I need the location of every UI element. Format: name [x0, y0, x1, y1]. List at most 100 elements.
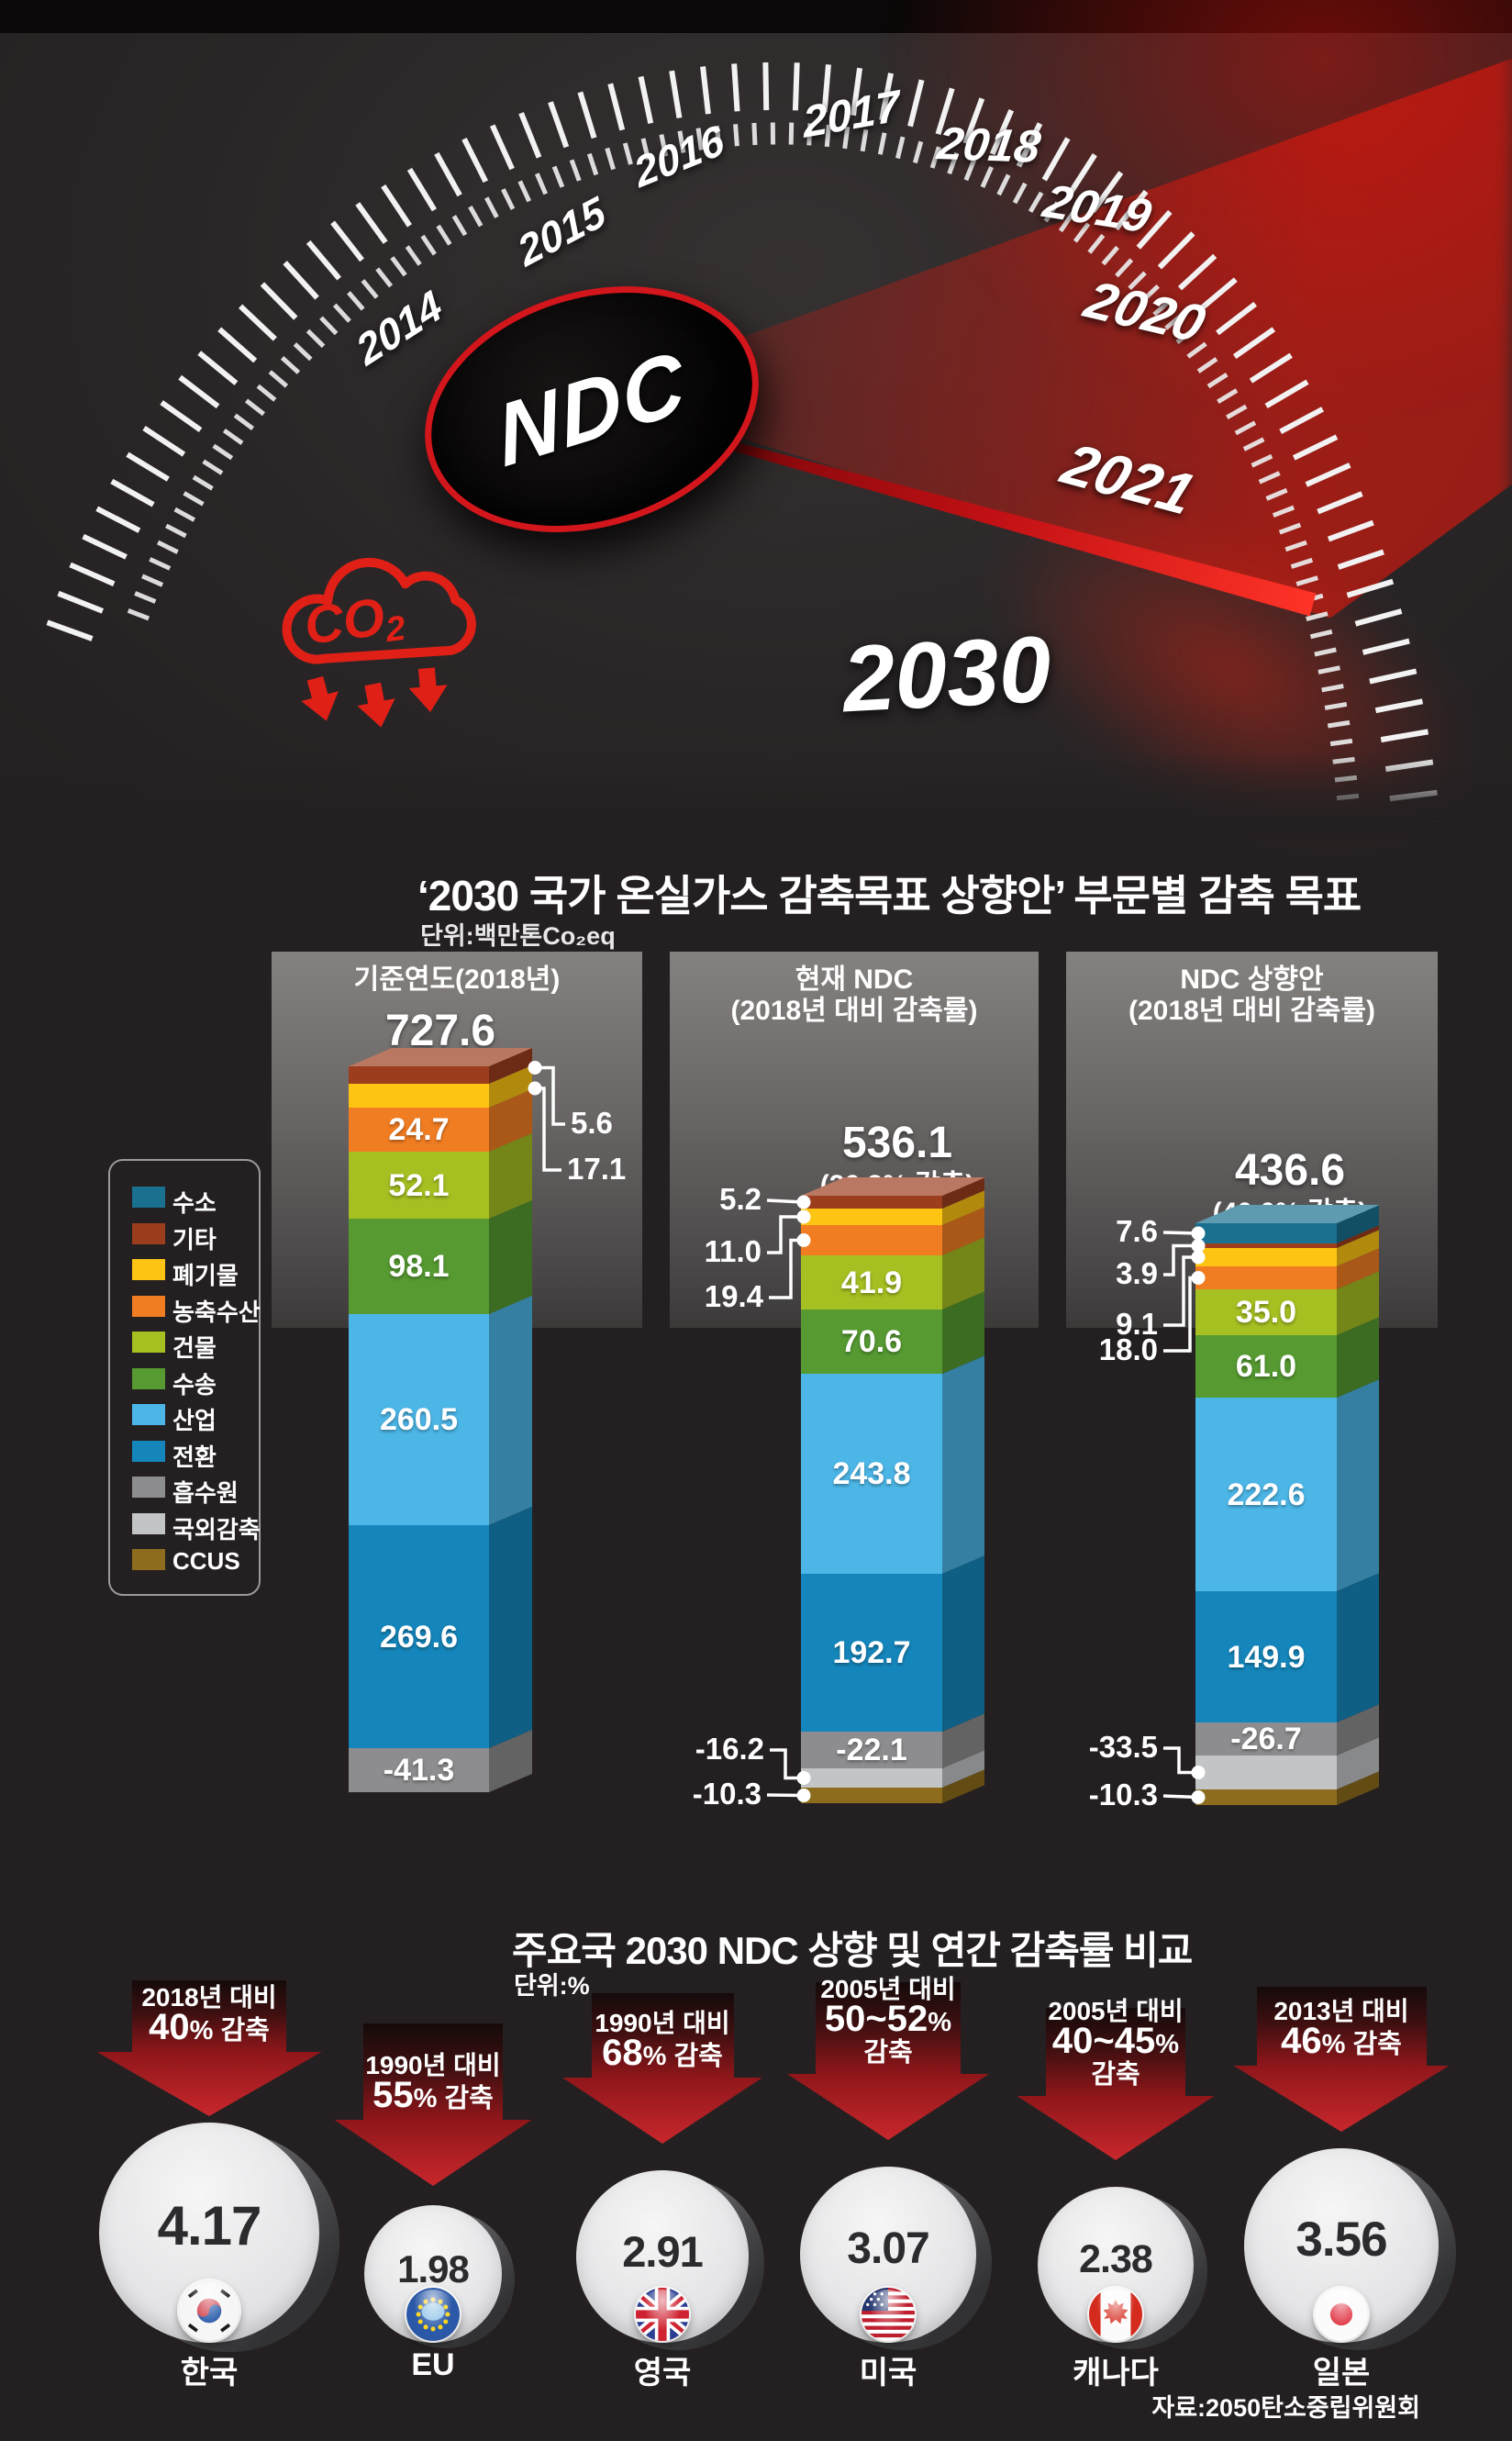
legend-swatch — [132, 1295, 165, 1317]
flag-icon-us — [862, 2288, 915, 2341]
segment-value-label: 41.9 — [840, 1265, 903, 1300]
segment-value-label: 222.6 — [1227, 1477, 1306, 1512]
sector-legend: 수소 기타 폐기물 농축수산 건물 수송 산업 전환 흡수원 국외감축 CCUS — [108, 1159, 261, 1596]
legend-item-수소: 수소 — [110, 1185, 259, 1217]
legend-swatch — [132, 1222, 165, 1244]
reduction-arrow-tip — [562, 2078, 762, 2144]
reduction-arrow-tip — [1233, 2066, 1450, 2132]
bar-segment-건물 — [801, 1255, 942, 1310]
segment-value-label: 260.5 — [379, 1402, 459, 1437]
legend-swatch — [132, 1332, 165, 1353]
bar-segment-기타 — [801, 1196, 942, 1209]
bar-segment-기타 — [349, 1066, 489, 1084]
bar-segment-건물 — [349, 1152, 489, 1219]
bar-segment-CCUS — [801, 1788, 942, 1803]
country-value: 3.07 — [847, 2224, 929, 2274]
country-name-미국: 미국 — [859, 2356, 917, 2391]
country-name-영국: 영국 — [633, 2356, 692, 2391]
gauge-tick-arc — [46, 61, 1441, 833]
speedometer-gauge: 2014 2015 2016 2017 2018 2019 2020 2021 2030 ND… — [0, 0, 1512, 912]
total-baseline: 727.6 — [384, 1007, 496, 1055]
legend-label: 수소 — [172, 1189, 217, 1217]
reduction-arrow-tip — [1017, 2096, 1215, 2160]
bar-segment-국외감축 — [1195, 1756, 1337, 1789]
reduction-arrow-영국: 1990년 대비 68% 감축 — [591, 1993, 734, 2078]
legend-swatch — [132, 1187, 165, 1208]
sector-chart-title: ‘2030 국가 온실가스 감축목표 상향안’ 부문별 감축 목표 — [417, 872, 1362, 920]
legend-label: 국외감축 — [172, 1515, 261, 1544]
bar-segment-흡수원 — [1195, 1722, 1337, 1756]
reduction-arrow-tip — [787, 2074, 989, 2140]
callout-value-label: 9.1 — [1116, 1307, 1158, 1341]
country-name-EU: EU — [411, 2347, 455, 2382]
bar-segment-농축수산 — [349, 1108, 489, 1152]
bar-segment-흡수원 — [801, 1732, 942, 1768]
reduction-arrow-text: 2005년 대비 50~52% 감축 — [816, 1974, 961, 2068]
reduction-base-year: 2018년 대비 — [141, 1983, 277, 2012]
bar-segment-전환 — [1195, 1591, 1337, 1722]
segment-value-label: -22.1 — [836, 1733, 907, 1767]
legend-item-건물: 건물 — [110, 1330, 259, 1362]
segment-value-label: 52.1 — [388, 1167, 450, 1203]
bar-segment-농축수산 — [801, 1225, 942, 1255]
panel-raised-subheader: (2018년 대비 감축률) — [1128, 996, 1375, 1026]
reduction-percent: 50~52% 감축 — [824, 1999, 952, 2068]
reduction-arrow-text: 2013년 대비 46% 감축 — [1257, 1996, 1427, 2060]
segment-value-label: -26.7 — [1230, 1722, 1302, 1756]
reduction-arrow-미국: 2005년 대비 50~52% 감축 — [816, 1975, 961, 2074]
svg-text:CO2: CO2 — [301, 585, 407, 660]
legend-swatch — [132, 1440, 165, 1462]
bar-segment-건물 — [1195, 1289, 1337, 1335]
flag-icon-jp — [1315, 2288, 1368, 2341]
legend-item-수송: 수송 — [110, 1366, 259, 1399]
flag-icon-eu — [406, 2288, 460, 2341]
country-value: 4.17 — [157, 2195, 262, 2257]
country-chart-unit: 단위:% — [514, 1972, 590, 2000]
callout-value-label: 11.0 — [704, 1234, 762, 1268]
legend-item-농축수산: 농축수산 — [110, 1294, 261, 1326]
country-value: 2.38 — [1079, 2236, 1153, 2281]
legend-swatch — [132, 1477, 165, 1498]
legend-label: CCUS — [172, 1547, 240, 1575]
legend-label: 기타 — [172, 1225, 217, 1254]
callout-value-label: 19.4 — [704, 1279, 763, 1313]
bar-segment-CCUS — [1195, 1789, 1337, 1805]
reduction-arrow-일본: 2013년 대비 46% 감축 — [1256, 1987, 1427, 2066]
segment-value-label: 70.6 — [840, 1324, 903, 1359]
panel-current-subheader: (2018년 대비 감축률) — [730, 996, 978, 1026]
legend-label: 폐기물 — [172, 1262, 239, 1289]
country-circle-미국: 3.07 — [800, 2167, 976, 2343]
reduction-percent: 55% 감축 — [372, 2075, 494, 2115]
source-credit: 자료:2050탄소중립위원회 — [1151, 2394, 1420, 2422]
bar-segment-수소 — [1195, 1223, 1337, 1243]
bar-segment-산업 — [801, 1374, 942, 1574]
legend-swatch — [132, 1367, 165, 1389]
callout-value-label: 17.1 — [567, 1152, 627, 1186]
gauge-bottom-fade — [0, 752, 1512, 835]
reduction-percent: 46% 감축 — [1281, 2021, 1402, 2061]
segment-value-label: 192.7 — [832, 1635, 911, 1670]
reduction-arrow-tip — [96, 2052, 322, 2116]
reduction-percent: 40% 감축 — [149, 2007, 270, 2047]
sector-chart-unit: 단위:백만톤Co₂eq — [420, 922, 616, 950]
bar-segment-폐기물 — [349, 1084, 489, 1108]
segment-value-label: 98.1 — [388, 1249, 450, 1284]
legend-swatch — [132, 1549, 165, 1570]
callout-value-label: 5.2 — [719, 1182, 762, 1216]
panel-current-header: 현재 NDC — [795, 964, 914, 995]
country-value: 2.91 — [622, 2227, 703, 2277]
legend-label: 흡수원 — [172, 1479, 239, 1507]
bar-segment-국외감축 — [801, 1768, 942, 1788]
legend-item-기타: 기타 — [110, 1221, 259, 1254]
flag-icon-ca — [1089, 2288, 1142, 2341]
reduction-arrow-한국: 2018년 대비 40% 감축 — [132, 1980, 286, 2052]
segment-value-label: -41.3 — [383, 1753, 455, 1788]
reduction-base-year: 2005년 대비 — [820, 1975, 956, 2003]
reduction-arrow-EU: 1990년 대비 55% 감축 — [363, 2023, 503, 2120]
reduction-arrow-text: 2018년 대비 40% 감축 — [132, 1982, 286, 2046]
legend-swatch — [132, 1259, 165, 1280]
bar-segment-전환 — [801, 1574, 942, 1732]
reduction-base-year: 2013년 대비 — [1273, 1997, 1409, 2025]
legend-swatch — [132, 1512, 165, 1534]
